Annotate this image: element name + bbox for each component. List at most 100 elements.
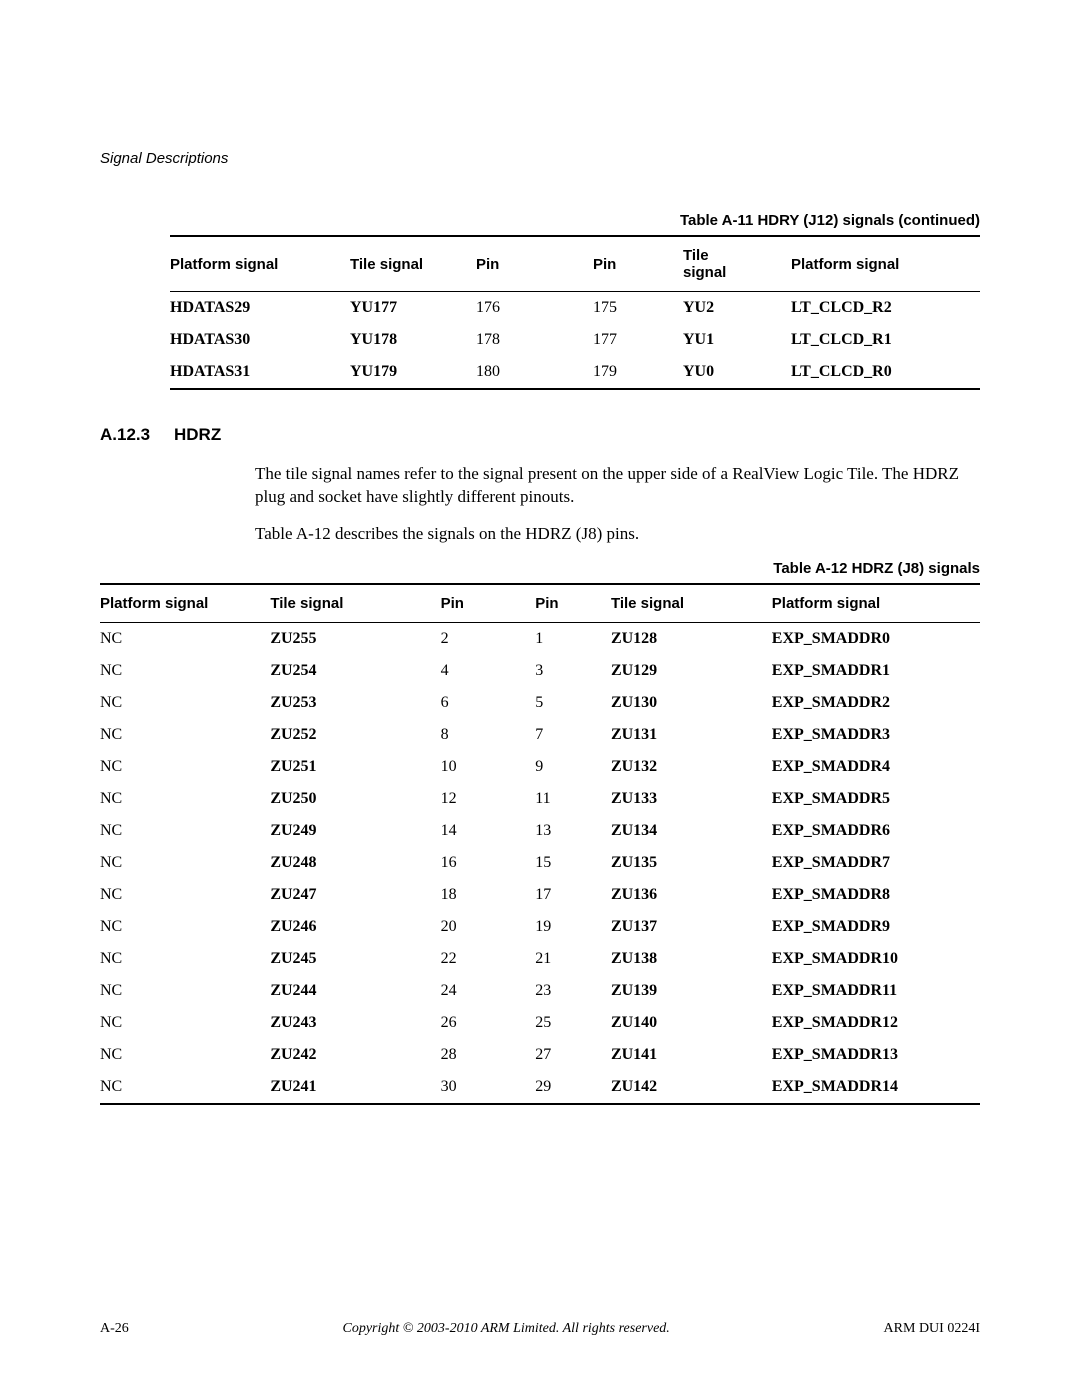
table-cell: ZU247 (270, 879, 440, 911)
col-header: Pin (476, 236, 593, 292)
table-row: NCZU25365ZU130EXP_SMADDR2 (100, 687, 980, 719)
table-cell: EXP_SMADDR2 (772, 687, 980, 719)
table-cell: EXP_SMADDR1 (772, 655, 980, 687)
footer-page-num: A-26 (100, 1321, 129, 1337)
table-cell: EXP_SMADDR0 (772, 622, 980, 655)
table-cell: LT_CLCD_R1 (791, 324, 980, 356)
table-cell: 175 (593, 292, 683, 325)
table-cell: 28 (441, 1039, 536, 1071)
table-cell: ZU128 (611, 622, 772, 655)
table-row: NCZU2413029ZU142EXP_SMADDR14 (100, 1071, 980, 1104)
table-row: NCZU251109ZU132EXP_SMADDR4 (100, 751, 980, 783)
table-cell: NC (100, 1007, 270, 1039)
table-a11: Platform signal Tile signal Pin Pin Tile… (170, 235, 980, 390)
table-cell: 18 (441, 879, 536, 911)
table-cell: EXP_SMADDR7 (772, 847, 980, 879)
col-header: Pin (441, 584, 536, 623)
table-cell: YU0 (683, 356, 791, 389)
table-cell: 24 (441, 975, 536, 1007)
table-cell: ZU255 (270, 622, 440, 655)
table-cell: 14 (441, 815, 536, 847)
table-cell: HDATAS31 (170, 356, 350, 389)
col-header: Platform signal (170, 236, 350, 292)
table-a12-caption: Table A-12 HDRZ (J8) signals (100, 560, 980, 577)
table-cell: ZU252 (270, 719, 440, 751)
col-header: Platform signal (791, 236, 980, 292)
table-cell: EXP_SMADDR8 (772, 879, 980, 911)
table-a11-wrap: Table A-11 HDRY (J12) signals (continued… (170, 212, 980, 390)
table-cell: 19 (535, 911, 611, 943)
table-cell: YU2 (683, 292, 791, 325)
table-cell: NC (100, 847, 270, 879)
table-cell: 16 (441, 847, 536, 879)
table-cell: ZU254 (270, 655, 440, 687)
table-cell: NC (100, 943, 270, 975)
table-cell: 29 (535, 1071, 611, 1104)
table-cell: 25 (535, 1007, 611, 1039)
table-cell: ZU242 (270, 1039, 440, 1071)
table-cell: ZU142 (611, 1071, 772, 1104)
table-cell: ZU241 (270, 1071, 440, 1104)
table-row: NCZU2442423ZU139EXP_SMADDR11 (100, 975, 980, 1007)
table-cell: ZU251 (270, 751, 440, 783)
table-cell: NC (100, 719, 270, 751)
table-cell: ZU133 (611, 783, 772, 815)
table-cell: NC (100, 622, 270, 655)
table-cell: ZU129 (611, 655, 772, 687)
table-cell: ZU243 (270, 1007, 440, 1039)
table-cell: NC (100, 783, 270, 815)
table-cell: ZU248 (270, 847, 440, 879)
col-header: Platform signal (100, 584, 270, 623)
table-row: NCZU2422827ZU141EXP_SMADDR13 (100, 1039, 980, 1071)
table-cell: LT_CLCD_R2 (791, 292, 980, 325)
para-1: The tile signal names refer to the signa… (100, 463, 980, 509)
table-row: NCZU2432625ZU140EXP_SMADDR12 (100, 1007, 980, 1039)
table-cell: NC (100, 815, 270, 847)
table-cell: HDATAS29 (170, 292, 350, 325)
table-cell: 26 (441, 1007, 536, 1039)
table-row: NCZU2481615ZU135EXP_SMADDR7 (100, 847, 980, 879)
running-head: Signal Descriptions (100, 150, 980, 167)
col-header: Pin (593, 236, 683, 292)
table-cell: HDATAS30 (170, 324, 350, 356)
table-cell: ZU141 (611, 1039, 772, 1071)
table-cell: NC (100, 751, 270, 783)
table-row: NCZU2462019ZU137EXP_SMADDR9 (100, 911, 980, 943)
table-cell: 3 (535, 655, 611, 687)
table-cell: 13 (535, 815, 611, 847)
col-header: Tile signal (350, 236, 476, 292)
table-cell: 1 (535, 622, 611, 655)
table-cell: 7 (535, 719, 611, 751)
table-cell: 4 (441, 655, 536, 687)
table-cell: EXP_SMADDR3 (772, 719, 980, 751)
page-footer: A-26 Copyright © 2003-2010 ARM Limited. … (100, 1321, 980, 1337)
table-cell: 180 (476, 356, 593, 389)
table-cell: EXP_SMADDR10 (772, 943, 980, 975)
table-cell: 5 (535, 687, 611, 719)
table-cell: 11 (535, 783, 611, 815)
table-cell: ZU249 (270, 815, 440, 847)
table-cell: EXP_SMADDR9 (772, 911, 980, 943)
table-cell: NC (100, 879, 270, 911)
table-cell: ZU245 (270, 943, 440, 975)
table-row: HDATAS30YU178178177YU1LT_CLCD_R1 (170, 324, 980, 356)
table-row: Platform signal Tile signal Pin Pin Tile… (100, 584, 980, 623)
table-cell: 9 (535, 751, 611, 783)
table-row: HDATAS31YU179180179YU0LT_CLCD_R0 (170, 356, 980, 389)
table-cell: 178 (476, 324, 593, 356)
table-cell: EXP_SMADDR12 (772, 1007, 980, 1039)
table-a11-caption: Table A-11 HDRY (J12) signals (continued… (170, 212, 980, 229)
table-cell: ZU134 (611, 815, 772, 847)
table-cell: NC (100, 975, 270, 1007)
col-header: Pin (535, 584, 611, 623)
table-cell: ZU136 (611, 879, 772, 911)
table-cell: ZU130 (611, 687, 772, 719)
table-cell: ZU250 (270, 783, 440, 815)
table-cell: NC (100, 687, 270, 719)
table-cell: ZU138 (611, 943, 772, 975)
table-row: NCZU25521ZU128EXP_SMADDR0 (100, 622, 980, 655)
table-cell: YU177 (350, 292, 476, 325)
table-cell: ZU246 (270, 911, 440, 943)
section-heading: A.12.3 HDRZ (100, 425, 980, 445)
table-cell: 20 (441, 911, 536, 943)
